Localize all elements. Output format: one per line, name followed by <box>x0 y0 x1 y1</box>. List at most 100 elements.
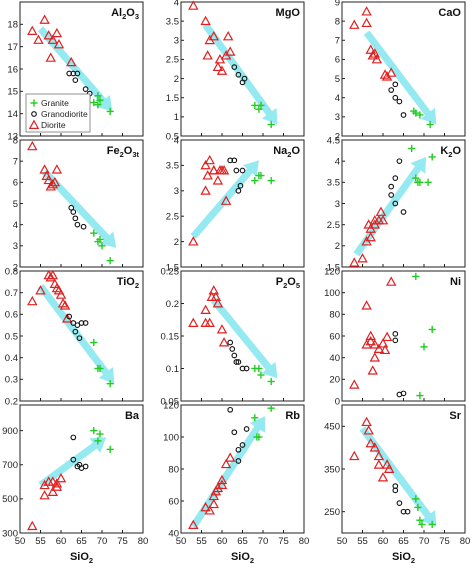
point-diorite <box>367 365 378 375</box>
x-tick-label: 80 <box>299 536 310 547</box>
y-tick-label: 4 <box>13 220 18 231</box>
trend-arrow <box>363 30 437 125</box>
point-granite <box>255 364 263 373</box>
legend-label: Granodiorite <box>41 109 88 119</box>
point-diorite <box>363 425 374 435</box>
point-diorite <box>35 285 46 295</box>
y-tick-label: 450 <box>324 422 340 433</box>
point-granite <box>251 177 259 185</box>
panel-cao: 2 3 4 5 6 7 8 9 CaO <box>335 0 466 142</box>
point-diorite <box>200 304 211 314</box>
y-tick-label: 0.25 <box>161 266 180 277</box>
point-diorite <box>377 214 389 225</box>
point-diorite <box>202 170 213 180</box>
x-tick-label: 50 <box>15 536 26 547</box>
x-tick-label: 65 <box>76 536 87 547</box>
y-tick-label: 0.7 <box>5 288 18 299</box>
panel-title: Ni <box>450 276 461 288</box>
legend-label: Granite <box>41 98 69 108</box>
point-diorite <box>361 6 372 16</box>
point-granite <box>412 272 420 281</box>
point-granite <box>416 516 424 524</box>
point-granite <box>251 414 259 422</box>
x-tick-label: 70 <box>419 536 430 547</box>
point-diorite <box>61 313 73 323</box>
point-granite <box>106 107 114 116</box>
point-granodiorite <box>233 359 240 365</box>
y-tick-label: 3 <box>335 199 340 210</box>
y-tick-label: 500 <box>2 494 18 505</box>
y-tick-label: 3.5 <box>327 178 340 189</box>
legend-marker <box>30 99 38 107</box>
point-granodiorite <box>237 182 244 189</box>
point-diorite <box>361 300 372 310</box>
point-diorite <box>224 452 236 462</box>
point-diorite <box>200 159 211 170</box>
x-tick-label: 75 <box>439 536 450 547</box>
panel-ba: 300 500 700 900 50 55 60 65 70 75 80 Ba SiO2 <box>2 404 149 565</box>
y-tick-label: 0.4 <box>5 353 18 364</box>
point-granodiorite <box>235 359 242 365</box>
x-tick-label: 50 <box>337 536 348 547</box>
y-tick-label: 700 <box>2 460 18 471</box>
point-diorite <box>47 34 59 44</box>
title-subscript: 2 <box>287 150 291 159</box>
point-granodiorite <box>400 209 407 215</box>
panel-title: Al2O3 <box>111 7 139 21</box>
panel-title: P2O5 <box>276 276 300 290</box>
y-tick-label: 0.2 <box>5 396 18 407</box>
point-granodiorite <box>235 187 242 194</box>
title-part: Al <box>111 7 122 19</box>
title-part: CaO <box>438 7 461 19</box>
title-part: O <box>126 7 135 19</box>
title-part: Fe <box>107 145 120 157</box>
point-diorite <box>216 324 228 334</box>
x-tick-label: 70 <box>258 536 269 547</box>
point-granite <box>96 364 104 373</box>
title-subscript: 2 <box>122 12 126 21</box>
point-diorite <box>383 463 395 473</box>
point-diorite <box>57 298 69 308</box>
point-granodiorite <box>70 456 77 463</box>
x-tick-label: 80 <box>138 536 149 547</box>
point-diorite <box>222 31 234 41</box>
point-granodiorite <box>241 75 248 82</box>
y-tick-label: 6 <box>13 178 18 189</box>
point-granodiorite <box>231 157 238 164</box>
y-tick-label: 4 <box>174 0 179 8</box>
point-diorite <box>204 317 215 327</box>
y-tick-label: 1 <box>174 112 179 123</box>
point-granite <box>90 427 98 435</box>
point-diorite <box>365 330 376 340</box>
point-granite <box>96 430 104 438</box>
x-axis-label-main: SiO <box>231 551 250 563</box>
x-tick-label: 65 <box>398 536 409 547</box>
panel-frame <box>180 139 305 268</box>
point-diorite <box>369 339 381 349</box>
y-tick-label: 3.5 <box>166 16 179 27</box>
y-tick-label: 2.5 <box>327 220 340 231</box>
point-granodiorite <box>243 426 250 432</box>
title-subscript: 2 <box>120 150 124 159</box>
x-axis-label-sub: 2 <box>250 556 254 565</box>
point-granodiorite <box>80 223 87 230</box>
panel-frame <box>341 270 466 402</box>
panel-ni: 0 20 40 60 80 100 120 Ni <box>324 266 466 407</box>
point-granodiorite <box>72 215 79 222</box>
panel-title: Sr <box>449 410 461 422</box>
y-tick-label: 100 <box>324 288 340 299</box>
panel-frame <box>19 404 144 534</box>
y-tick-label: 9 <box>335 0 340 8</box>
panel-tio2: 0.2 0.3 0.4 0.5 0.6 0.7 0.8 TiO2 <box>5 266 144 407</box>
title-subscript: 5 <box>296 281 300 290</box>
panel-title: MgO <box>276 7 301 19</box>
point-granite <box>412 109 420 117</box>
point-diorite <box>43 30 54 40</box>
point-granite <box>96 96 104 104</box>
title-subscript: 3t <box>132 150 139 159</box>
point-diorite <box>365 335 376 346</box>
point-diorite <box>55 472 67 483</box>
point-granodiorite <box>404 508 411 515</box>
